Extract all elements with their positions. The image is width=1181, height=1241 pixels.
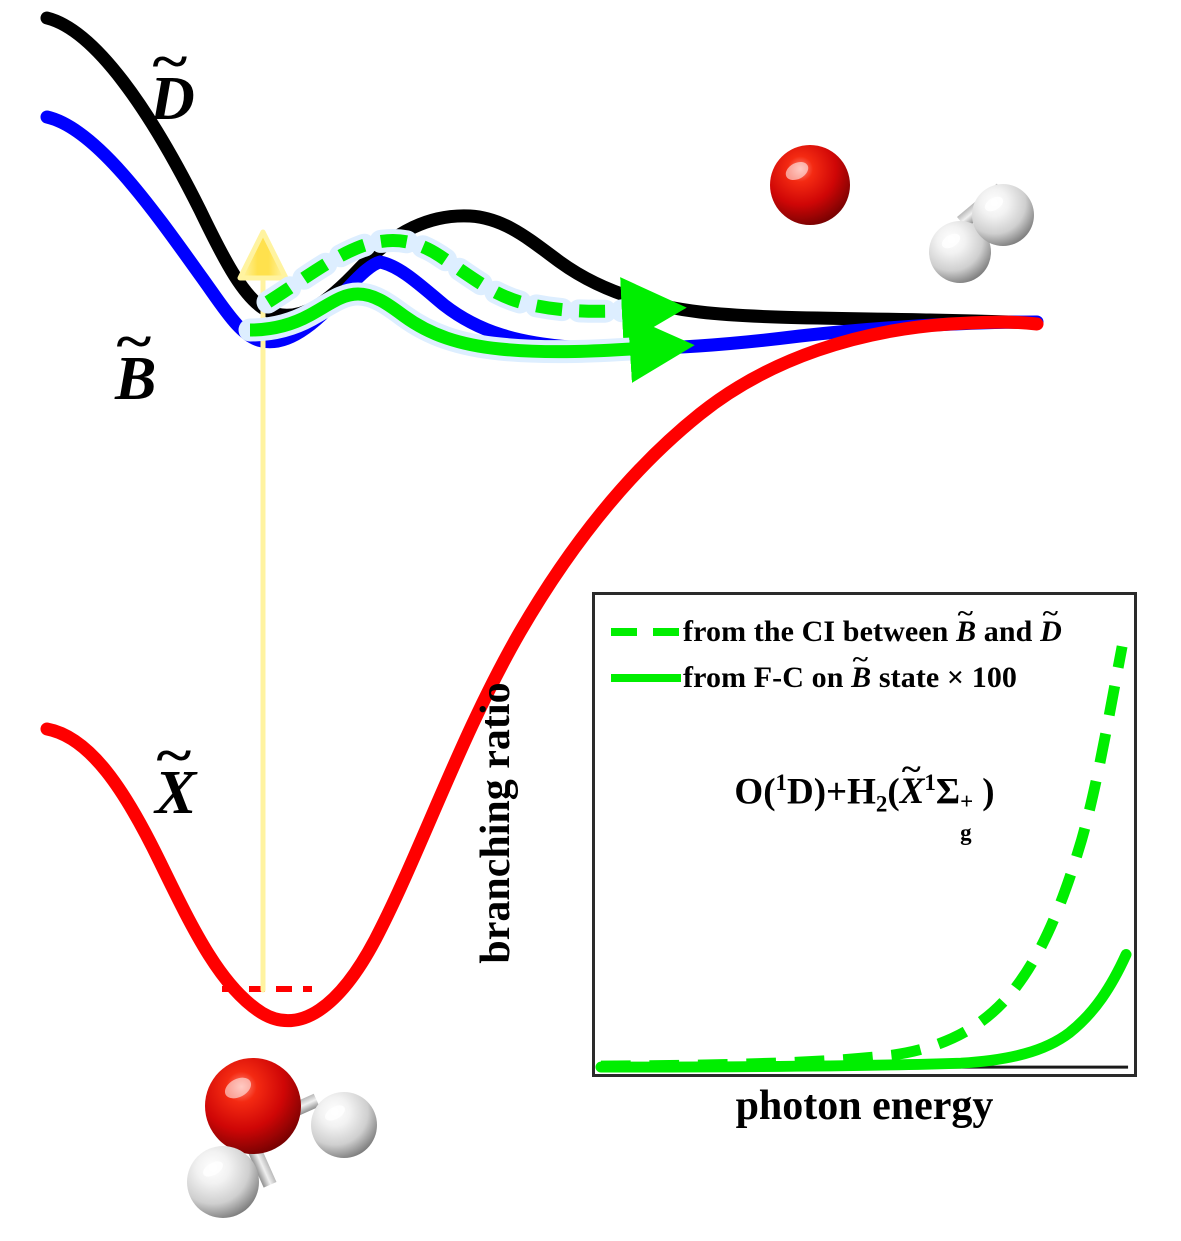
state-label-B: B bbox=[115, 348, 156, 410]
curve-B-tilde bbox=[40, 110, 1044, 356]
legend-dashed-line-icon bbox=[609, 609, 683, 655]
formula-X-tilde: X bbox=[900, 770, 925, 813]
legend-fc-symbol-B: B bbox=[851, 661, 871, 695]
formula-X-multiplicity: 1 bbox=[924, 770, 936, 795]
hydrogen-molecule-product bbox=[929, 183, 1034, 283]
state-label-B-text: B bbox=[115, 348, 156, 410]
inset-x-axis-label: photon energy bbox=[735, 1083, 994, 1129]
inset-curve-fc bbox=[595, 949, 1132, 1073]
state-label-X: X bbox=[155, 762, 196, 824]
curve-X-tilde bbox=[40, 315, 1044, 1028]
legend-label-fc: from F-C on B state × 100 bbox=[683, 661, 1017, 695]
legend-fc-pre: from F-C on bbox=[683, 661, 852, 694]
inset-y-axis-label: branching ratio bbox=[473, 682, 519, 964]
legend-solid-line-icon bbox=[609, 655, 683, 701]
branching-ratio-inset: from the CI between B and D from F-C on … bbox=[592, 592, 1137, 1077]
formula-sigma-plus: + bbox=[960, 789, 974, 815]
curve-D-tilde bbox=[40, 11, 1044, 330]
fc-pathway-arrow-group bbox=[238, 282, 695, 383]
formula-paren-open: ( bbox=[887, 771, 900, 813]
inset-plot-area bbox=[595, 645, 1132, 1073]
legend-ci-symbol-B: B bbox=[956, 615, 976, 649]
legend-fc-mid: state × 100 bbox=[871, 661, 1018, 694]
inset-curve-ci bbox=[600, 645, 1128, 1072]
state-label-X-text: X bbox=[155, 762, 196, 824]
legend-item-ci: from the CI between B and D bbox=[609, 609, 1129, 655]
oxygen-atom-product bbox=[770, 145, 850, 225]
formula-O-multiplicity: 1 bbox=[775, 770, 787, 795]
formula-H-subscript: 2 bbox=[875, 791, 888, 817]
formula-O-open: O( bbox=[734, 771, 776, 813]
formula-D-plus-H: D)+H bbox=[787, 771, 876, 813]
legend-ci-mid: and bbox=[976, 615, 1041, 648]
formula-sigma: Σ bbox=[935, 771, 961, 813]
inset-reaction-formula: O(1D)+H2(X1Σ+g) bbox=[595, 770, 1134, 844]
water-molecule-reactant bbox=[187, 1058, 377, 1218]
legend-item-fc: from F-C on B state × 100 bbox=[609, 655, 1129, 701]
ci-pathway-arrow bbox=[264, 234, 687, 345]
photon-excitation-arrow bbox=[237, 229, 289, 993]
state-label-D-text: D bbox=[150, 68, 195, 130]
legend-ci-pre: from the CI between bbox=[683, 615, 957, 648]
inset-legend: from the CI between B and D from F-C on … bbox=[609, 609, 1129, 701]
fc-pathway-arrow bbox=[249, 287, 695, 383]
ci-pathway-arrow-group bbox=[256, 229, 687, 345]
formula-paren-close: ) bbox=[982, 771, 995, 813]
legend-ci-symbol-D: D bbox=[1040, 615, 1062, 649]
legend-label-ci: from the CI between B and D bbox=[683, 615, 1062, 649]
formula-sigma-g: g bbox=[960, 819, 972, 845]
state-label-D: D bbox=[150, 68, 195, 130]
